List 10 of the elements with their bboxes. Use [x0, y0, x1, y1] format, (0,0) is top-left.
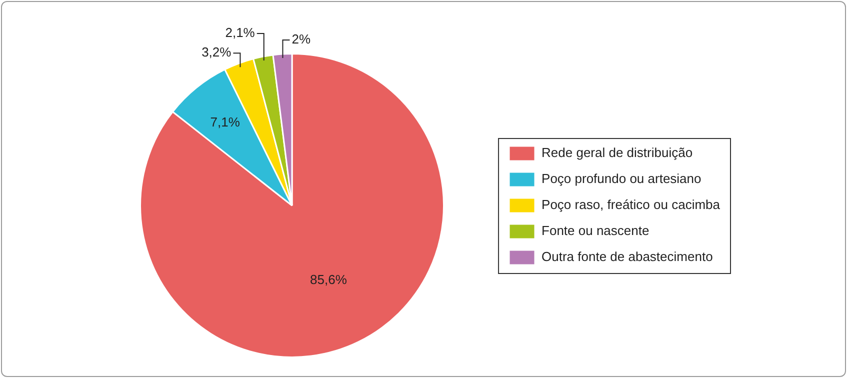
legend-label: Poço raso, freático ou cacimba: [542, 197, 721, 212]
legend-label: Fonte ou nascente: [542, 223, 650, 238]
legend-label: Outra fonte de abastecimento: [542, 249, 713, 264]
data-label: 2,1%: [225, 25, 256, 40]
data-label: 85,6%: [310, 272, 348, 288]
legend-label: Poço profundo ou artesiano: [542, 171, 702, 186]
data-label: 3,2%: [202, 44, 232, 60]
legend-label: Rede geral de distribuição: [542, 145, 693, 160]
data-label: 7,1%: [210, 114, 240, 130]
data-label: 2%: [292, 32, 311, 47]
